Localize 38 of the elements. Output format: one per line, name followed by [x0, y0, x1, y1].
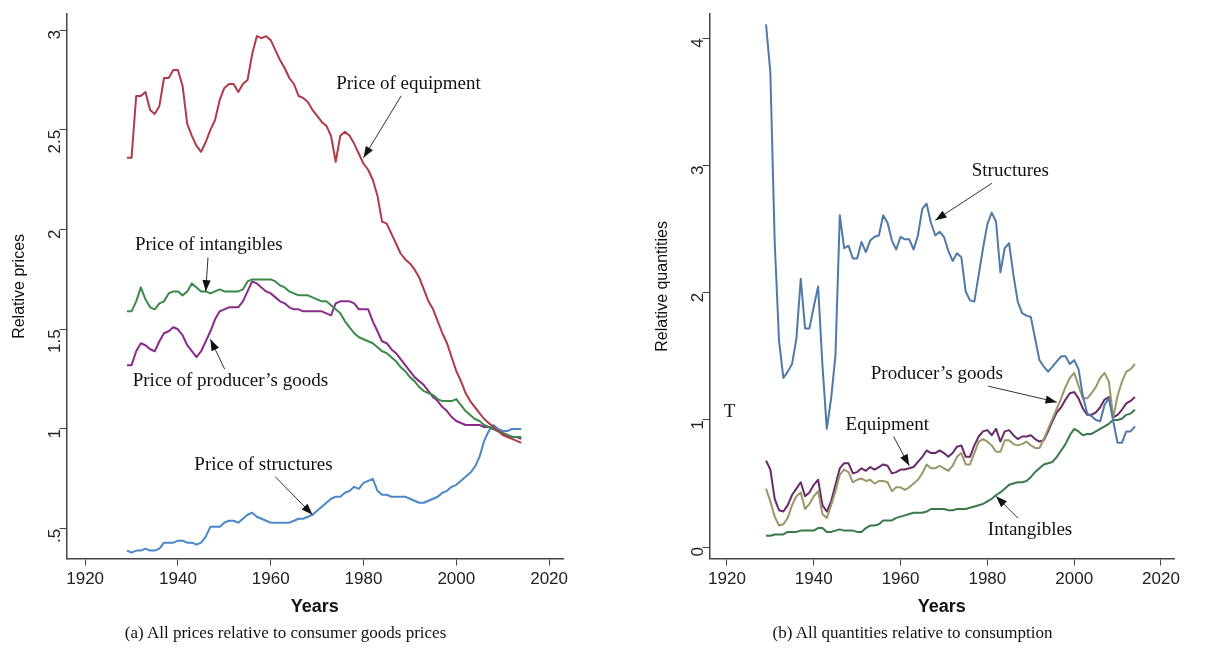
x-tick-label: 1940	[794, 569, 833, 589]
x-axis-title: Years	[917, 595, 966, 616]
y-tick-label: 3	[45, 30, 65, 40]
annotation: Price of producer’s goods	[132, 369, 329, 391]
x-tick-label: 1960	[251, 569, 290, 589]
annotation: Producer’s goods	[870, 362, 1003, 384]
y-tick-label: 1	[688, 419, 708, 430]
y-tick-label: 2.5	[45, 129, 65, 154]
x-tick-label: 1920	[708, 569, 746, 589]
y-axis-title: Relative quantities	[653, 221, 671, 352]
annotation: Structures	[971, 159, 1049, 181]
x-tick-label: 2000	[1055, 569, 1094, 589]
annotation: Price of equipment	[336, 71, 482, 93]
annotation: T	[723, 399, 736, 421]
y-axis-title: Relative prices	[10, 233, 28, 339]
annotation: Intangibles	[987, 518, 1073, 540]
x-tick-label: 1980	[968, 569, 1007, 589]
y-tick-label: 1	[45, 428, 65, 439]
y-tick-label: 2	[45, 229, 65, 240]
annotation: Price of intangibles	[134, 233, 283, 255]
annotation: Price of structures	[194, 452, 333, 474]
y-tick-label: 4	[688, 38, 708, 48]
y-tick-label: 3	[688, 165, 708, 176]
y-tick-label: .5	[45, 528, 65, 543]
text: (b) All quantities relative to consumption	[772, 623, 1053, 643]
x-tick-label: 2020	[1142, 569, 1180, 589]
x-tick-label: 2000	[437, 569, 476, 589]
y-tick-label: 1.5	[45, 329, 65, 353]
y-tick-label: 0	[688, 547, 708, 557]
x-tick-label: 1960	[881, 569, 920, 589]
y-tick-label: 2	[688, 292, 708, 303]
x-tick-label: 1980	[344, 569, 383, 589]
x-tick-label: 2020	[530, 569, 568, 589]
text: (a) All prices relative to consumer goods prices	[124, 623, 447, 643]
x-tick-label: 1920	[66, 569, 105, 589]
x-tick-label: 1940	[159, 569, 197, 589]
annotation: Equipment	[845, 412, 930, 434]
x-axis-title: Years	[290, 595, 339, 616]
